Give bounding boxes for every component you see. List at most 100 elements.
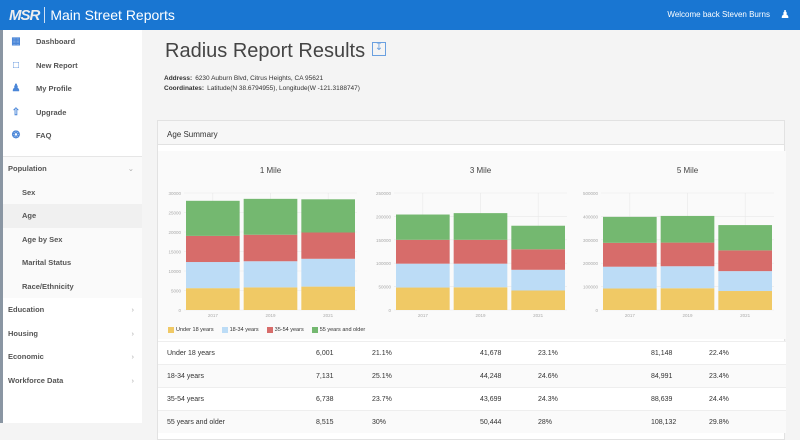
user-icon: ♟ (11, 83, 21, 95)
sidebar-sub-sex[interactable]: Sex (3, 180, 142, 204)
bar-segment[interactable] (243, 234, 298, 262)
bar-segment[interactable] (511, 269, 565, 291)
table-cell: 29.8% (709, 418, 729, 426)
bar-segment[interactable] (603, 288, 657, 310)
section-label: Population (8, 164, 47, 174)
sidebar-item-my-profile[interactable]: ♟ My Profile (3, 77, 142, 101)
sidebar-section-workforce-data[interactable]: Workforce Data › (3, 368, 142, 392)
bar-segment[interactable] (186, 288, 240, 310)
app-name[interactable]: Main Street Reports (50, 7, 175, 23)
x-tick-label: 2021 (533, 313, 544, 318)
y-tick-label: 25000 (168, 211, 181, 216)
bar-segment[interactable] (511, 249, 565, 270)
bar-segment[interactable] (718, 271, 772, 292)
x-tick-label: 2019 (682, 313, 693, 318)
bar-segment[interactable] (396, 287, 450, 310)
sidebar-sub-age[interactable]: Age (3, 204, 142, 228)
y-tick-label: 150000 (376, 238, 392, 243)
sidebar-item-faq[interactable]: ❂ FAQ (3, 124, 142, 148)
sidebar-section-housing[interactable]: Housing › (3, 321, 142, 345)
sidebar-sub-race-ethnicity[interactable]: Race/Ethnicity (3, 274, 142, 298)
bar-segment[interactable] (301, 199, 355, 233)
y-tick-label: 30000 (168, 191, 181, 196)
bar-segment[interactable] (660, 288, 715, 310)
y-tick-label: 0 (595, 308, 598, 313)
address-label: Address: (164, 75, 193, 82)
chart-title: 5 Mile (677, 166, 699, 175)
sidebar-item-new-report[interactable]: □ New Report (3, 54, 142, 78)
bar-segment[interactable] (453, 213, 508, 240)
table-cell: 22.4% (709, 349, 729, 357)
y-tick-label: 10000 (168, 269, 181, 274)
chevron-right-icon: › (131, 352, 135, 362)
welcome-text: Welcome back Steven Burns (667, 10, 770, 19)
bar-segment[interactable] (243, 287, 298, 310)
address-value: 6230 Auburn Blvd, Citrus Heights, CA 956… (195, 75, 324, 82)
top-bar: MSR Main Street Reports Welcome back Ste… (0, 0, 800, 30)
bar-segment[interactable] (660, 215, 715, 243)
y-tick-label: 5000 (171, 289, 182, 294)
user-icon[interactable]: ♟ (780, 9, 790, 21)
bar-segment[interactable] (453, 287, 508, 310)
bar-segment[interactable] (186, 235, 240, 263)
table-cell: 21.1% (372, 349, 392, 357)
bar-segment[interactable] (396, 214, 450, 240)
bar-segment[interactable] (603, 216, 657, 243)
chevron-right-icon: › (131, 328, 135, 338)
bar-segment[interactable] (660, 242, 715, 267)
document-icon: □ (12, 59, 20, 71)
bar-segment[interactable] (511, 225, 565, 250)
sidebar-item-label: FAQ (36, 131, 52, 141)
sidebar-section-economic[interactable]: Economic › (3, 345, 142, 369)
bar-segment[interactable] (718, 250, 772, 272)
legend-item[interactable]: 35-54 years (266, 326, 304, 334)
legend-item[interactable]: 55 years and older (311, 326, 365, 334)
bar-segment[interactable] (243, 198, 298, 235)
logo[interactable]: MSR (9, 6, 40, 24)
table-cell: 43,699 (480, 395, 502, 403)
bar-segment[interactable] (396, 239, 450, 264)
bar-segment[interactable] (301, 258, 355, 287)
sidebar-item-dashboard[interactable]: ▦ Dashboard (3, 30, 142, 54)
bar-segment[interactable] (603, 242, 657, 267)
bar-segment[interactable] (453, 263, 508, 288)
bar-segment[interactable] (396, 263, 450, 288)
legend-label: 18-34 years (229, 327, 259, 333)
legend-swatch (266, 326, 273, 333)
sidebar-section-education[interactable]: Education › (3, 298, 142, 322)
bar-segment[interactable] (718, 225, 772, 251)
chevron-right-icon: › (131, 375, 135, 385)
bar-segment[interactable] (718, 291, 772, 310)
y-tick-label: 200000 (376, 214, 392, 219)
sidebar-item-label: Dashboard (36, 37, 76, 47)
sidebar-sub-marital-status[interactable]: Marital Status (3, 251, 142, 275)
sidebar-item-label: Upgrade (36, 107, 67, 117)
bar-segment[interactable] (603, 266, 657, 289)
sidebar-section-population[interactable]: Population ⌄ (3, 157, 142, 181)
table-cell: 23.1% (538, 349, 558, 357)
card-title: Age Summary (158, 121, 784, 145)
table-cell: 24.4% (709, 395, 729, 403)
bar-segment[interactable] (186, 200, 240, 236)
address-block: Address: 6230 Auburn Blvd, Citrus Heights… (164, 74, 360, 94)
section-label: Economic (8, 352, 44, 362)
bar-segment[interactable] (243, 261, 298, 288)
sidebar-sub-age-by-sex[interactable]: Age by Sex (3, 227, 142, 251)
bar-segment[interactable] (301, 286, 355, 310)
section-label: Workforce Data (8, 375, 64, 385)
legend-item[interactable]: 18-34 years (221, 326, 259, 334)
legend-item[interactable]: Under 18 years (168, 326, 214, 334)
bar-segment[interactable] (511, 290, 565, 310)
bar-segment[interactable] (660, 266, 715, 289)
download-icon[interactable]: ↧ (372, 42, 386, 56)
bar-segment[interactable] (301, 232, 355, 259)
legend-swatch (311, 326, 318, 333)
y-tick-label: 20000 (168, 230, 181, 235)
table-cell: 108,132 (651, 418, 677, 426)
table-cell: 6,738 (316, 395, 334, 403)
y-tick-label: 50000 (378, 285, 391, 290)
age-summary-card: Age Summary 1 Mile 0 5000 10000 15000 20000 25… (157, 120, 786, 440)
sidebar-item-upgrade[interactable]: ⇧ Upgrade (3, 101, 142, 125)
bar-segment[interactable] (186, 262, 240, 289)
bar-segment[interactable] (453, 239, 508, 264)
